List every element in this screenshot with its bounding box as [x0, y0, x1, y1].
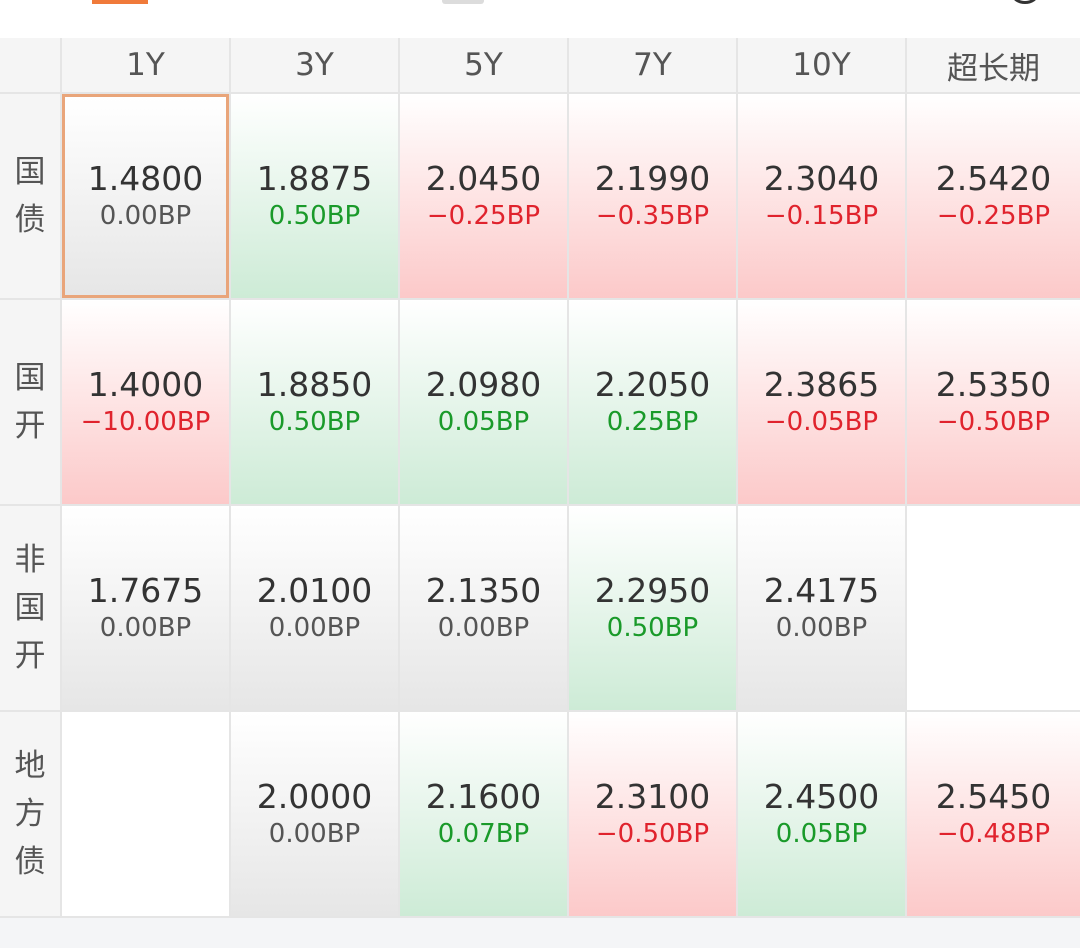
row-label-2: 国开 — [0, 300, 60, 504]
search-icon[interactable] — [1012, 0, 1038, 4]
yield-rate: 2.1350 — [425, 571, 542, 610]
column-header-6[interactable]: 超长期 — [907, 38, 1080, 92]
yield-rate: 1.4800 — [87, 159, 204, 198]
yield-change: −0.50BP — [595, 819, 710, 849]
yield-change: 0.07BP — [437, 819, 530, 849]
yield-change: 0.50BP — [606, 613, 699, 643]
row-label-char: 地 — [14, 748, 46, 784]
yield-cell[interactable]: 2.3865 −0.05BP — [738, 300, 905, 504]
yield-change: 0.50BP — [268, 407, 361, 437]
yield-cell[interactable]: 2.1990 −0.35BP — [569, 94, 736, 298]
yield-cell[interactable]: 2.0980 0.05BP — [400, 300, 567, 504]
header-corner — [0, 38, 60, 92]
row-label-char: 国 — [14, 154, 46, 190]
yield-rate: 2.1990 — [594, 159, 711, 198]
yield-rate: 2.3865 — [763, 365, 880, 404]
yield-rate: 2.2050 — [594, 365, 711, 404]
yield-cell[interactable]: 1.8850 0.50BP — [231, 300, 398, 504]
yield-cell[interactable]: 2.1600 0.07BP — [400, 712, 567, 916]
yield-rate: 2.5450 — [935, 777, 1052, 816]
yield-cell[interactable]: 1.8875 0.50BP — [231, 94, 398, 298]
row-label-3: 非国开 — [0, 506, 60, 710]
row-label-char: 开 — [14, 408, 46, 444]
yield-cell[interactable]: 2.2950 0.50BP — [569, 506, 736, 710]
yield-rate: 2.4175 — [763, 571, 880, 610]
yield-change: 0.05BP — [437, 407, 530, 437]
yield-cell — [62, 712, 229, 916]
yield-rate: 2.1600 — [425, 777, 542, 816]
yield-change: −0.50BP — [936, 407, 1051, 437]
row-label-char: 债 — [14, 844, 46, 880]
row-label-char: 非 — [14, 542, 46, 578]
yield-rate: 2.5350 — [935, 365, 1052, 404]
yield-cell[interactable]: 2.3100 −0.50BP — [569, 712, 736, 916]
yield-rate: 2.5420 — [935, 159, 1052, 198]
yield-change: −0.05BP — [764, 407, 879, 437]
yield-change: −0.48BP — [936, 819, 1051, 849]
yield-rate: 1.4000 — [87, 365, 204, 404]
column-header-4[interactable]: 7Y — [569, 38, 736, 92]
yield-cell[interactable]: 2.4500 0.05BP — [738, 712, 905, 916]
yield-rate: 2.0450 — [425, 159, 542, 198]
yield-change: 0.00BP — [775, 613, 868, 643]
yield-cell[interactable]: 2.5350 −0.50BP — [907, 300, 1080, 504]
row-label-char: 方 — [14, 796, 46, 832]
yield-cell[interactable]: 1.4000 −10.00BP — [62, 300, 229, 504]
yield-rate: 2.0000 — [256, 777, 373, 816]
yield-cell[interactable]: 2.0450 −0.25BP — [400, 94, 567, 298]
yield-rate: 2.0100 — [256, 571, 373, 610]
yield-cell[interactable]: 2.4175 0.00BP — [738, 506, 905, 710]
yield-rate: 2.3040 — [763, 159, 880, 198]
yield-rate: 1.8875 — [256, 159, 373, 198]
column-header-2[interactable]: 3Y — [231, 38, 398, 92]
yield-rate: 2.0980 — [425, 365, 542, 404]
yield-change: 0.50BP — [268, 201, 361, 231]
active-tab-indicator — [92, 0, 148, 4]
row-label-1: 国债 — [0, 94, 60, 298]
row-label-char: 国 — [14, 590, 46, 626]
yield-cell[interactable]: 2.0000 0.00BP — [231, 712, 398, 916]
yield-cell[interactable]: 1.7675 0.00BP — [62, 506, 229, 710]
yield-change: 0.00BP — [99, 613, 192, 643]
yield-rate: 2.3100 — [594, 777, 711, 816]
yield-change: −0.15BP — [764, 201, 879, 231]
footer-spacer — [0, 918, 1080, 948]
yield-change: 0.00BP — [99, 201, 192, 231]
yield-change: 0.05BP — [775, 819, 868, 849]
yield-cell[interactable]: 2.1350 0.00BP — [400, 506, 567, 710]
yield-change: −0.25BP — [426, 201, 541, 231]
column-header-3[interactable]: 5Y — [400, 38, 567, 92]
yield-cell[interactable]: 2.0100 0.00BP — [231, 506, 398, 710]
yield-cell[interactable]: 2.5420 −0.25BP — [907, 94, 1080, 298]
yield-cell — [907, 506, 1080, 710]
yield-change: 0.00BP — [268, 613, 361, 643]
row-label-char: 开 — [14, 638, 46, 674]
yield-rate: 1.7675 — [87, 571, 204, 610]
row-label-char: 国 — [14, 360, 46, 396]
top-bar — [0, 0, 1080, 38]
yield-change: 0.25BP — [606, 407, 699, 437]
row-label-4: 地方债 — [0, 712, 60, 916]
tab-indicator — [442, 0, 484, 4]
yield-rate: 1.8850 — [256, 365, 373, 404]
column-header-1[interactable]: 1Y — [62, 38, 229, 92]
yield-rate: 2.2950 — [594, 571, 711, 610]
yield-change: −10.00BP — [80, 407, 211, 437]
column-header-5[interactable]: 10Y — [738, 38, 905, 92]
yield-cell[interactable]: 2.2050 0.25BP — [569, 300, 736, 504]
yield-cell[interactable]: 2.3040 −0.15BP — [738, 94, 905, 298]
yield-change: −0.35BP — [595, 201, 710, 231]
yield-matrix: 1Y 3Y 5Y 7Y 10Y 超长期国债 1.4800 0.00BP 1.8875 0.50BP… — [0, 38, 1080, 918]
yield-change: 0.00BP — [437, 613, 530, 643]
yield-change: 0.00BP — [268, 819, 361, 849]
yield-cell[interactable]: 2.5450 −0.48BP — [907, 712, 1080, 916]
yield-cell[interactable]: 1.4800 0.00BP — [62, 94, 229, 298]
yield-rate: 2.4500 — [763, 777, 880, 816]
row-label-char: 债 — [14, 202, 46, 238]
yield-change: −0.25BP — [936, 201, 1051, 231]
